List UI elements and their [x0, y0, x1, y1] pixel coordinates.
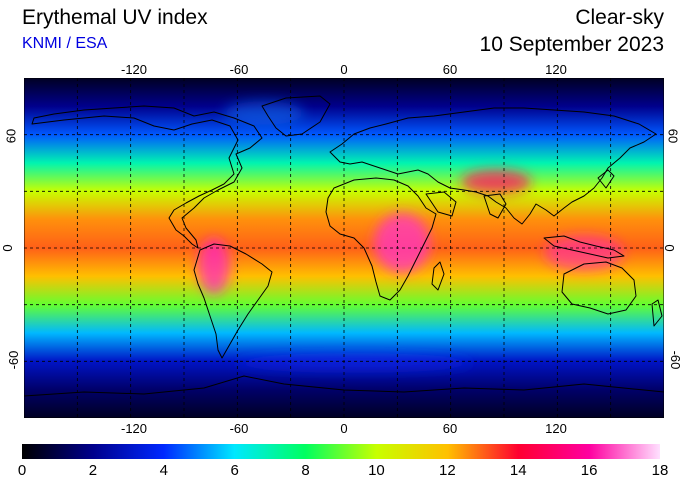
colorbar-tick-label: 8 [301, 462, 310, 479]
uv-index-map [24, 78, 664, 418]
lat-tick-left: 0 [0, 244, 16, 252]
sky-condition-label: Clear-sky [575, 6, 664, 29]
uv-low-antarctic [234, 353, 474, 373]
colorbar-tick-label: 14 [509, 462, 527, 479]
lon-tick-bottom: 120 [545, 421, 567, 436]
lon-tick-top: -60 [229, 62, 249, 77]
uv-map-canvas [24, 78, 664, 418]
coastlines [24, 95, 664, 397]
lon-tick-bottom: 60 [442, 421, 458, 436]
lon-tick-bottom: -120 [120, 421, 148, 436]
lon-tick-top: 60 [442, 62, 458, 77]
lat-tick-right: -60 [667, 350, 683, 370]
coast-greenland [261, 95, 331, 137]
coast-south-america [193, 243, 273, 359]
lon-tick-top: 120 [545, 62, 567, 77]
map-title: Erythemal UV index [22, 6, 208, 29]
colorbar-tick-label: 18 [651, 462, 669, 479]
uv-hotspot-africa [374, 213, 430, 273]
coast-madagascar [431, 261, 445, 291]
lon-tick-bottom: 0 [340, 421, 348, 436]
coast-indonesia [543, 235, 625, 259]
lon-tick-bottom: -60 [229, 421, 249, 436]
lat-tick-right: 60 [665, 128, 681, 144]
uv-hotspot-andes [198, 238, 230, 294]
source-label: KNMI / ESA [22, 35, 108, 52]
colorbar-tick-label: 16 [580, 462, 598, 479]
colorbar-tick-label: 0 [17, 462, 27, 479]
coast-north-america [31, 105, 263, 249]
coast-africa [325, 177, 437, 301]
lat-tick-right: 0 [662, 244, 678, 252]
uv-low-greenland [224, 101, 304, 125]
coast-australia [561, 261, 637, 315]
lon-tick-top: -120 [120, 62, 148, 77]
coast-india [483, 193, 507, 219]
coast-japan [597, 169, 615, 189]
date-label: 10 September 2023 [479, 33, 664, 56]
uv-hotspots [198, 101, 624, 373]
colorbar-tick-label: 10 [368, 462, 385, 479]
lat-tick-left: -60 [5, 350, 21, 370]
coast-eurasia [329, 107, 657, 225]
colorbar-tick-label: 6 [230, 462, 239, 479]
lat-tick-left: 60 [3, 128, 19, 144]
colorbar [22, 444, 660, 459]
colorbar-tick-label: 2 [88, 462, 98, 479]
coast-arabia [425, 191, 457, 217]
colorbar-tick-label: 4 [159, 462, 168, 479]
graticule [24, 78, 664, 418]
coast-new-zealand [651, 299, 663, 327]
uv-hotspot-tibet [461, 170, 531, 194]
colorbar-tick-label: 12 [438, 462, 456, 479]
lon-tick-top: 0 [340, 62, 348, 77]
